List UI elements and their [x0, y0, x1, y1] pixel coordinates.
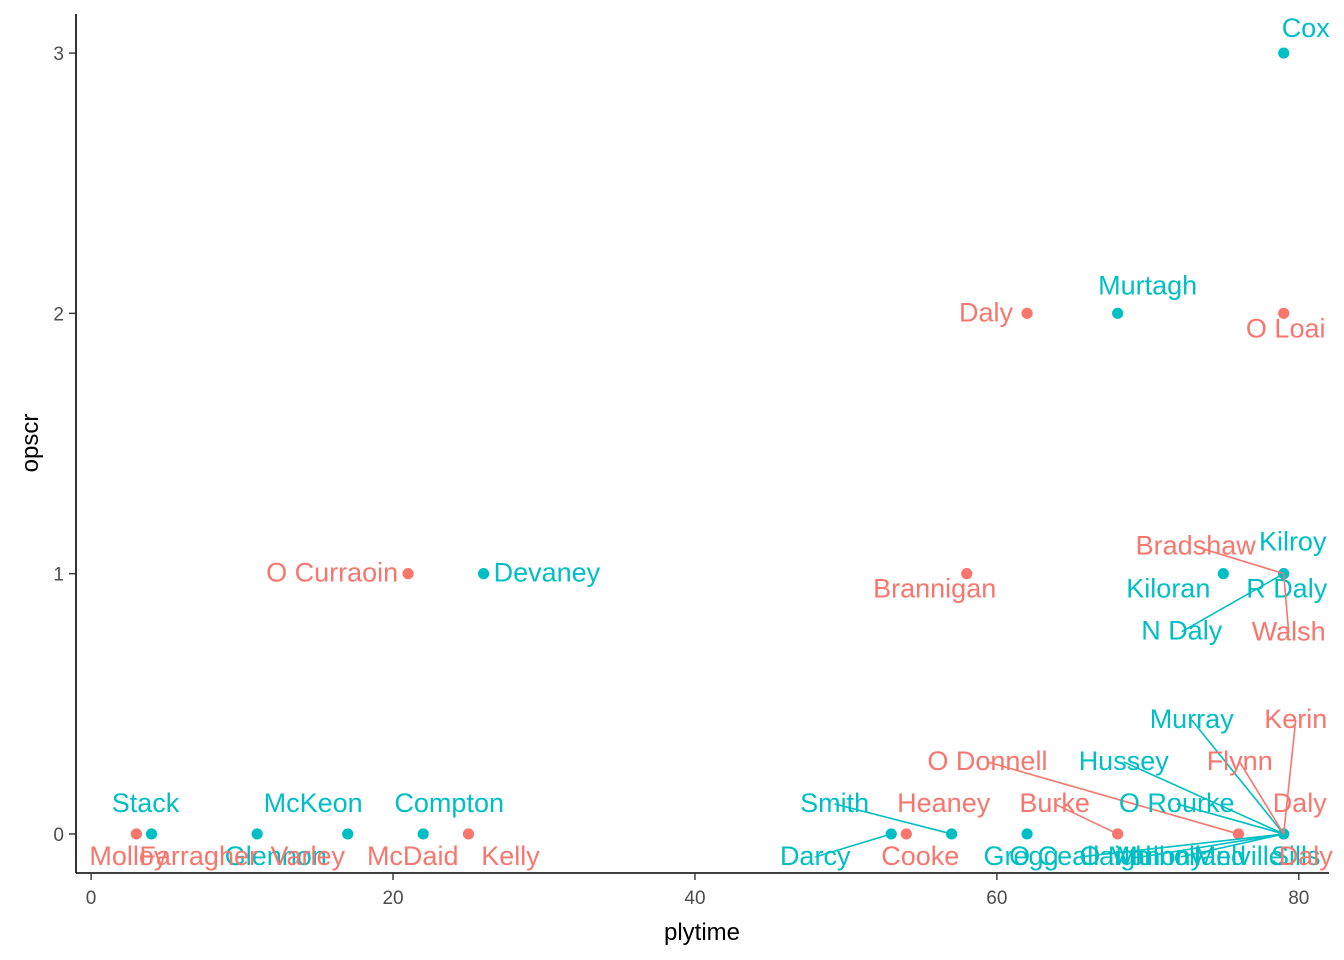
data-point — [1112, 307, 1124, 319]
data-point — [1217, 568, 1229, 580]
point-label: Gregg — [984, 841, 1059, 871]
data-point — [1021, 307, 1033, 319]
x-tick-label: 60 — [986, 888, 1007, 909]
point-label: Devaney — [494, 558, 601, 588]
points-layer — [130, 47, 1290, 840]
point-label: Varley — [270, 841, 345, 871]
point-label: Compton — [394, 788, 504, 818]
point-label: Molloy — [89, 841, 168, 871]
point-label: Heaney — [897, 788, 991, 818]
point-label: Glennon — [225, 841, 327, 871]
data-point — [251, 828, 263, 840]
data-point — [478, 568, 490, 580]
x-tick-label: 20 — [382, 888, 403, 909]
label-leader-line — [834, 803, 952, 835]
label-leader-line — [1054, 803, 1118, 835]
label-leader-line — [1181, 572, 1285, 633]
label-leader-line — [814, 833, 892, 858]
point-label: Hussey — [1079, 746, 1170, 776]
point-label: Darcy — [780, 841, 851, 871]
point-label: Kelly — [481, 841, 540, 871]
point-label: Walsh — [1252, 617, 1326, 647]
data-point — [961, 568, 973, 580]
data-point — [342, 828, 354, 840]
y-tick-label: 2 — [53, 304, 64, 325]
point-label: Smith — [800, 788, 869, 818]
label-leader-line — [987, 761, 1239, 835]
point-label: Stack — [112, 788, 180, 818]
label-leader-line — [1195, 545, 1284, 575]
data-point — [145, 828, 158, 840]
data-point — [945, 828, 958, 840]
point-label: O Loai — [1246, 313, 1326, 343]
point-label: Bradshaw — [1136, 531, 1257, 561]
data-point — [1278, 307, 1290, 319]
point-label: Murray — [1150, 704, 1235, 734]
point-label: Brannigan — [873, 574, 996, 604]
data-point — [130, 828, 142, 840]
point-label: Kilroy — [1259, 527, 1327, 557]
point-label: Daly — [959, 297, 1014, 327]
x-axis-title: plytime — [664, 919, 740, 946]
point-label: Flynn — [1207, 746, 1273, 776]
point-label: Kiloran — [1126, 574, 1210, 604]
label-leader-line — [1176, 803, 1284, 835]
label-leader-line — [1191, 719, 1285, 835]
data-point — [900, 828, 912, 840]
y-tick-label: 0 — [53, 825, 64, 846]
y-tick-label: 1 — [53, 565, 64, 586]
point-label: McDaid — [367, 841, 459, 871]
label-leader-line — [1282, 573, 1290, 633]
point-label: Cox — [1282, 13, 1331, 43]
point-label: Daly — [1273, 788, 1328, 818]
ticks-layer: 0 20 40 60 80 0 1 2 3 — [53, 44, 1309, 909]
x-tick-label: 40 — [684, 888, 705, 909]
point-label: Farragher — [139, 841, 258, 871]
point-label: O Donnell — [927, 746, 1047, 776]
label-leader-line — [1079, 833, 1284, 858]
label-leader-line — [1123, 761, 1285, 835]
data-point — [462, 828, 475, 840]
point-label: O Curraoin — [266, 558, 398, 588]
point-label: O Ceallaigh — [1009, 841, 1150, 871]
y-axis-title: opscr — [17, 414, 44, 473]
point-label: Murtagh — [1098, 270, 1197, 300]
data-point — [402, 568, 414, 580]
labels-layer: Cox Daly Murtagh O Loai O Curraoin Devaney Bra… — [89, 13, 1333, 871]
x-tick-label: 80 — [1288, 888, 1309, 909]
label-leader-line — [1180, 833, 1284, 858]
data-point — [1232, 828, 1245, 840]
point-label: Burke — [1019, 788, 1090, 818]
data-point — [417, 828, 429, 840]
data-point — [1278, 47, 1290, 59]
point-label: Kerin — [1264, 704, 1327, 734]
point-label: Daly — [1279, 841, 1334, 871]
y-tick-label: 3 — [53, 44, 64, 65]
point-label: Cooke — [881, 841, 959, 871]
point-label: O Rourke — [1119, 788, 1235, 818]
point-label: Mulholland — [1115, 841, 1246, 871]
point-label: R Daly — [1246, 574, 1328, 604]
label-leader-line — [1239, 761, 1285, 835]
data-point — [1112, 828, 1124, 840]
point-label: McKeon — [264, 788, 363, 818]
data-point — [1021, 828, 1033, 840]
point-label: N Daly — [1141, 616, 1223, 646]
label-leader-line — [1141, 833, 1284, 858]
label-leader-line — [1282, 719, 1297, 835]
point-label: Melville — [1194, 841, 1284, 871]
point-label: Sills — [1271, 841, 1321, 871]
x-tick-label: 0 — [86, 888, 97, 909]
